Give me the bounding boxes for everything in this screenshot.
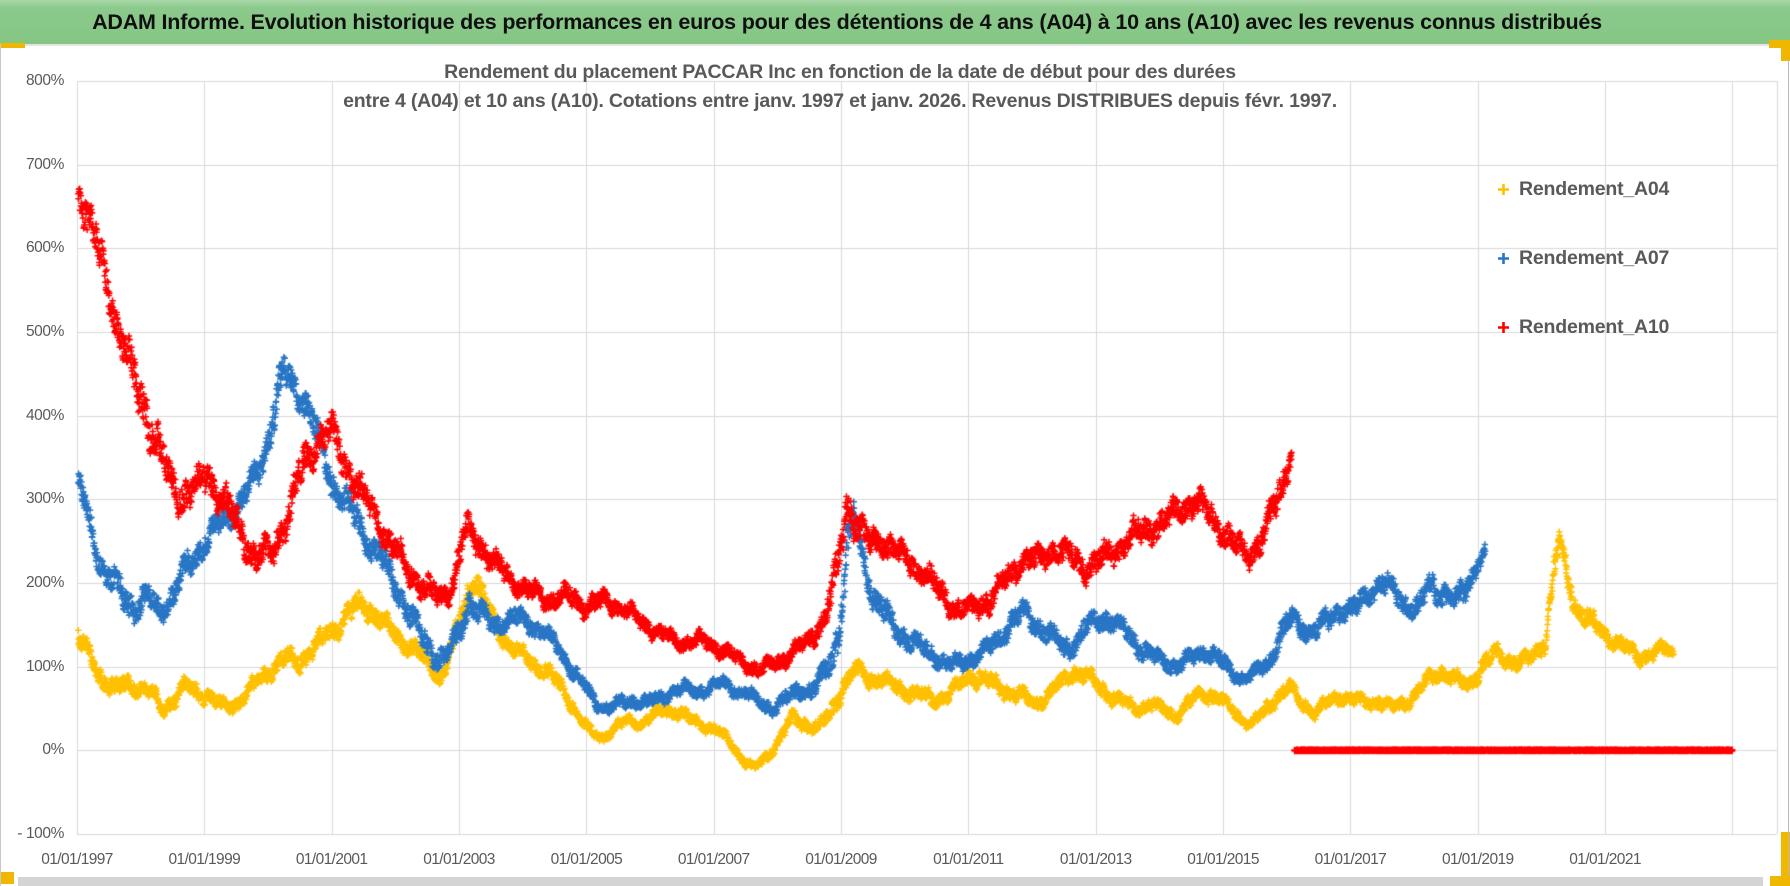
y-axis-tick: 400% (25, 406, 64, 424)
plus-marker-icon (1498, 321, 1509, 333)
x-axis-tick: 01/01/2007 (677, 851, 750, 868)
x-axis-tick: 01/01/2003 (423, 851, 495, 868)
chart-title-line1: Rendement du placement PACCAR Inc en fon… (444, 61, 1236, 83)
chart-title: Rendement du placement PACCAR Inc en fon… (80, 58, 1600, 116)
y-axis-tick: 500% (25, 323, 64, 340)
x-axis-tick: 01/01/1999 (168, 851, 241, 868)
plus-marker-icon (1498, 252, 1509, 264)
legend-label: Rendement_A04 (1519, 177, 1670, 200)
x-axis-tick: 01/01/2021 (1569, 851, 1641, 868)
y-axis-tick: 100% (25, 657, 64, 675)
legend-item-rendement_a07[interactable]: Rendement_A07 (1497, 244, 1669, 272)
y-axis-tick: 0% (42, 741, 64, 759)
y-axis-tick: 300% (25, 490, 64, 508)
x-axis-tick: 01/01/1997 (41, 851, 113, 868)
x-axis-tick: 01/01/2015 (1187, 851, 1259, 868)
x-axis-tick: 01/01/2013 (1059, 851, 1132, 868)
x-axis-tick: 01/01/2009 (805, 851, 877, 868)
plus-marker-icon (1498, 183, 1509, 195)
y-axis-tick: 600% (25, 239, 64, 257)
x-axis-tick: 01/01/2017 (1314, 851, 1387, 868)
y-axis-tick: 200% (25, 574, 64, 591)
y-axis-tick: 800% (25, 72, 64, 89)
y-axis-tick: 700% (25, 155, 64, 173)
chart-title-line2: entre 4 (A04) et 10 ans (A10). Cotations… (343, 90, 1337, 112)
y-axis-tick: - 100% (17, 825, 64, 842)
x-axis-tick: 01/01/2005 (550, 851, 623, 868)
legend-label: Rendement_A10 (1519, 315, 1670, 338)
x-axis-tick: 01/01/2001 (295, 851, 368, 868)
legend-label: Rendement_A07 (1519, 246, 1670, 269)
legend-item-rendement_a10[interactable]: Rendement_A10 (1497, 313, 1669, 341)
legend-item-rendement_a04[interactable]: Rendement_A04 (1497, 175, 1669, 203)
x-axis-tick: 01/01/2011 (933, 851, 1004, 868)
x-axis-tick: 01/01/2019 (1441, 851, 1514, 868)
